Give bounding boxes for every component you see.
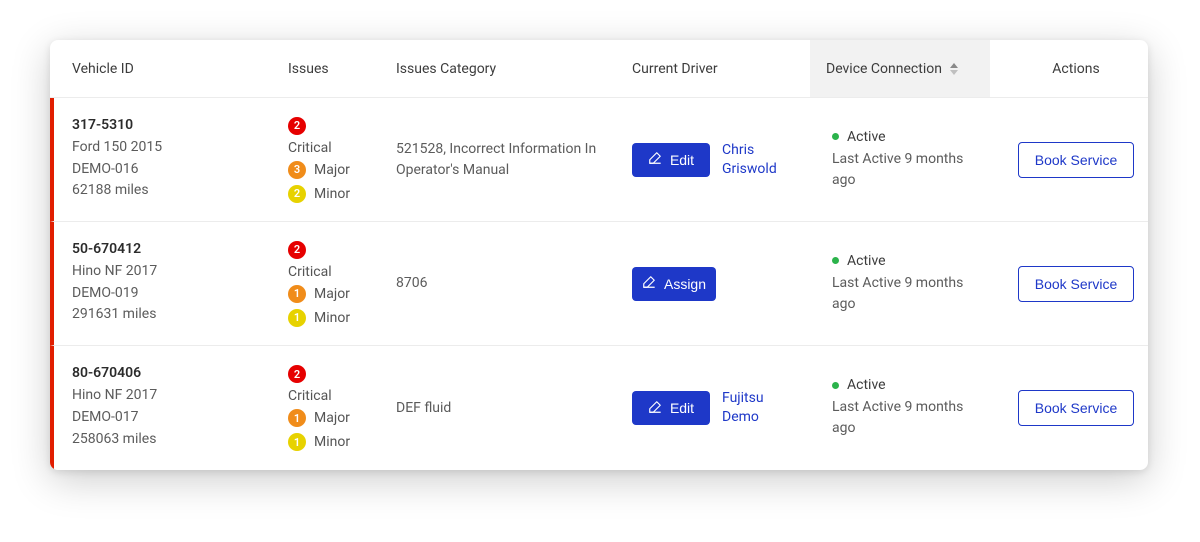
status-dot-icon bbox=[832, 382, 839, 389]
cell-current-driver: Assign bbox=[614, 251, 814, 317]
edit-driver-button[interactable]: Edit bbox=[632, 143, 710, 177]
vehicle-asset: DEMO-019 bbox=[72, 283, 262, 305]
col-header-device-connection-label: Device Connection bbox=[826, 61, 942, 77]
vehicle-id: 80-670406 bbox=[72, 365, 262, 381]
issues-category-text: DEF fluid bbox=[396, 398, 606, 419]
driver-button-label: Assign bbox=[664, 276, 706, 292]
cell-current-driver: Edit FujitsuDemo bbox=[614, 373, 814, 443]
vehicle-odometer: 258063 miles bbox=[72, 429, 262, 451]
last-active-text: Last Active 9 months ago bbox=[832, 149, 986, 191]
issue-label-minor: Minor bbox=[314, 435, 350, 449]
issues-category-text: 8706 bbox=[396, 273, 606, 294]
table-row: 80-670406 Hino NF 2017DEMO-017258063 mile… bbox=[50, 346, 1148, 470]
cell-vehicle: 317-5310 Ford 150 2015DEMO-01662188 miles bbox=[54, 101, 270, 218]
badge-critical: 2 bbox=[288, 117, 306, 135]
status-dot-icon bbox=[832, 133, 839, 140]
issue-label-critical: Critical bbox=[288, 389, 332, 403]
col-header-vehicle-id[interactable]: Vehicle ID bbox=[50, 40, 266, 97]
badge-minor: 1 bbox=[288, 433, 306, 451]
badge-critical: 2 bbox=[288, 365, 306, 383]
cell-vehicle: 50-670412 Hino NF 2017DEMO-019291631 mile… bbox=[54, 225, 270, 342]
cell-issues-category: DEF fluid bbox=[378, 382, 614, 435]
edit-driver-button[interactable]: Edit bbox=[632, 391, 710, 425]
vehicle-model: Hino NF 2017 bbox=[72, 385, 262, 407]
cell-issues-category: 8706 bbox=[378, 257, 614, 310]
pencil-icon bbox=[648, 151, 662, 168]
book-service-button[interactable]: Book Service bbox=[1018, 266, 1134, 302]
table-row: 317-5310 Ford 150 2015DEMO-01662188 miles… bbox=[50, 98, 1148, 222]
badge-major: 1 bbox=[288, 409, 306, 427]
badge-minor: 2 bbox=[288, 185, 306, 203]
badge-minor: 1 bbox=[288, 309, 306, 327]
table-header-row: Vehicle ID Issues Issues Category Curren… bbox=[50, 40, 1148, 98]
cell-actions: Book Service bbox=[994, 250, 1148, 318]
last-active-text: Last Active 9 months ago bbox=[832, 273, 986, 315]
vehicle-asset: DEMO-016 bbox=[72, 159, 262, 181]
badge-major: 1 bbox=[288, 285, 306, 303]
col-header-device-connection[interactable]: Device Connection bbox=[810, 40, 990, 97]
vehicle-id: 50-670412 bbox=[72, 241, 262, 257]
col-header-issues[interactable]: Issues bbox=[266, 40, 374, 97]
issue-label-major: Major bbox=[314, 163, 350, 177]
cell-issues: 2 Critical 1 Major 1 Minor bbox=[270, 225, 378, 343]
connection-status: Active bbox=[847, 129, 886, 145]
driver-name-link[interactable]: ChrisGriswold bbox=[722, 141, 777, 179]
table-row: 50-670412 Hino NF 2017DEMO-019291631 mile… bbox=[50, 222, 1148, 346]
vehicle-model: Hino NF 2017 bbox=[72, 261, 262, 283]
cell-issues: 2 Critical 3 Major 2 Minor bbox=[270, 101, 378, 219]
driver-button-label: Edit bbox=[670, 152, 694, 168]
vehicle-model: Ford 150 2015 bbox=[72, 137, 262, 159]
pencil-icon bbox=[642, 275, 656, 292]
col-header-actions: Actions bbox=[990, 40, 1148, 97]
vehicle-asset: DEMO-017 bbox=[72, 407, 262, 429]
sort-icon bbox=[950, 63, 958, 75]
badge-critical: 2 bbox=[288, 241, 306, 259]
book-service-button[interactable]: Book Service bbox=[1018, 390, 1134, 426]
issues-category-text: 521528, Incorrect Information In Operato… bbox=[396, 139, 606, 181]
connection-status: Active bbox=[847, 253, 886, 269]
cell-device-connection: Active Last Active 9 months ago bbox=[814, 237, 994, 331]
issue-label-major: Major bbox=[314, 287, 350, 301]
driver-name-link[interactable]: FujitsuDemo bbox=[722, 389, 764, 427]
cell-issues-category: 521528, Incorrect Information In Operato… bbox=[378, 123, 614, 197]
cell-actions: Book Service bbox=[994, 374, 1148, 442]
pencil-icon bbox=[648, 400, 662, 417]
status-dot-icon bbox=[832, 257, 839, 264]
book-service-button[interactable]: Book Service bbox=[1018, 142, 1134, 178]
vehicle-odometer: 62188 miles bbox=[72, 180, 262, 202]
issue-label-minor: Minor bbox=[314, 311, 350, 325]
col-header-issues-category[interactable]: Issues Category bbox=[374, 40, 610, 97]
vehicles-table-card: Vehicle ID Issues Issues Category Curren… bbox=[50, 40, 1148, 470]
cell-issues: 2 Critical 1 Major 1 Minor bbox=[270, 349, 378, 467]
badge-major: 3 bbox=[288, 161, 306, 179]
table-body: 317-5310 Ford 150 2015DEMO-01662188 miles… bbox=[50, 98, 1148, 470]
driver-button-label: Edit bbox=[670, 400, 694, 416]
cell-actions: Book Service bbox=[994, 126, 1148, 194]
issue-label-minor: Minor bbox=[314, 187, 350, 201]
connection-status: Active bbox=[847, 377, 886, 393]
issue-label-critical: Critical bbox=[288, 141, 332, 155]
last-active-text: Last Active 9 months ago bbox=[832, 397, 986, 439]
assign-driver-button[interactable]: Assign bbox=[632, 267, 716, 301]
cell-current-driver: Edit ChrisGriswold bbox=[614, 125, 814, 195]
vehicle-id: 317-5310 bbox=[72, 117, 262, 133]
col-header-current-driver[interactable]: Current Driver bbox=[610, 40, 810, 97]
cell-device-connection: Active Last Active 9 months ago bbox=[814, 361, 994, 455]
cell-vehicle: 80-670406 Hino NF 2017DEMO-017258063 mile… bbox=[54, 349, 270, 466]
vehicle-odometer: 291631 miles bbox=[72, 304, 262, 326]
issue-label-critical: Critical bbox=[288, 265, 332, 279]
issue-label-major: Major bbox=[314, 411, 350, 425]
cell-device-connection: Active Last Active 9 months ago bbox=[814, 113, 994, 207]
